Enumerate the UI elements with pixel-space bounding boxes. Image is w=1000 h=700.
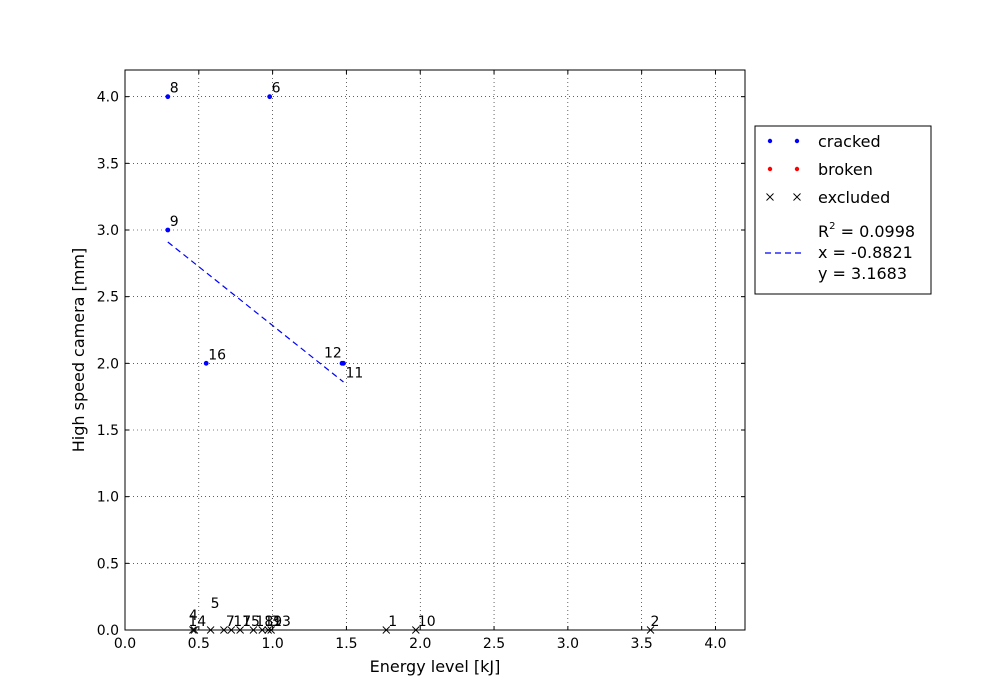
point-label: 11	[345, 365, 363, 381]
y-tick-label: 0.5	[97, 556, 119, 572]
point-label: 1	[388, 614, 397, 630]
point-label: 12	[324, 345, 342, 361]
legend-excluded-marker	[793, 193, 801, 201]
legend-fit-x: x = -0.8821	[818, 243, 913, 262]
y-tick-label: 3.0	[97, 223, 119, 239]
legend-excluded-label: excluded	[818, 188, 890, 207]
y-tick-label: 3.5	[97, 156, 119, 172]
fit-line-group	[167, 241, 344, 383]
x-tick-label: 0.5	[188, 636, 210, 652]
point-label: 19	[264, 614, 282, 630]
x-tick-label: 3.5	[631, 636, 653, 652]
point-label: 3	[270, 614, 279, 630]
y-tick-label: 2.0	[97, 356, 119, 372]
cracked-point	[203, 360, 209, 366]
legend: cracked broken excluded R2 = 0.0998 x = …	[754, 125, 932, 295]
legend-cracked-marker	[794, 138, 800, 144]
y-tick-label: 1.5	[97, 423, 119, 439]
y-axis-label: High speed camera [mm]	[69, 248, 88, 452]
x-tick-labels: 0.0 0.5 1.0 1.5 2.0 2.5 3.0 3.5 4.0	[114, 636, 727, 652]
plot-frame	[124, 69, 746, 631]
x-tick-label: 0.0	[114, 636, 136, 652]
point-label: 14	[188, 614, 206, 630]
y-tick-label: 1.0	[97, 490, 119, 506]
legend-broken-label: broken	[818, 160, 873, 179]
legend-broken-marker	[767, 166, 773, 172]
x-axis-label: Energy level [kJ]	[370, 657, 501, 676]
legend-broken-marker	[794, 166, 800, 172]
fit-line	[167, 241, 344, 383]
axis-ticks	[124, 70, 745, 631]
point-label: 6	[272, 81, 281, 97]
y-tick-label: 2.5	[97, 290, 119, 306]
point-label: 13	[273, 614, 291, 630]
x-tick-label: 2.0	[409, 636, 431, 652]
legend-excluded-marker	[766, 193, 774, 201]
legend-cracked-label: cracked	[818, 132, 881, 151]
x-tick-label: 1.0	[261, 636, 283, 652]
y-tick-labels: 0.0 0.5 1.0 1.5 2.0 2.5 3.0 3.5 4.0	[97, 90, 119, 639]
point-label: 4	[189, 608, 198, 624]
x-tick-label: 1.5	[335, 636, 357, 652]
cracked-point	[165, 227, 171, 233]
legend-fit-r2: R2 = 0.0998	[818, 221, 915, 241]
x-tick-label: 4.0	[704, 636, 726, 652]
point-label: 8	[170, 81, 179, 97]
point-label: 7	[226, 614, 235, 630]
cracked-point	[341, 360, 346, 366]
y-tick-label: 0.0	[97, 623, 119, 639]
point-label: 10	[418, 614, 436, 630]
cracked-point	[267, 94, 273, 100]
point-label: 16	[208, 347, 226, 363]
x-tick-label: 2.5	[483, 636, 505, 652]
point-label: 2	[651, 614, 660, 630]
x-tick-label: 3.0	[557, 636, 579, 652]
point-label: 9	[170, 214, 179, 230]
point-label: 15	[242, 614, 260, 630]
point-label: 18	[255, 614, 273, 630]
y-tick-label: 4.0	[97, 90, 119, 106]
legend-box	[754, 125, 932, 295]
point-label: 17	[233, 614, 251, 630]
legend-cracked-marker	[767, 138, 773, 144]
legend-fit-y: y = 3.1683	[818, 264, 907, 283]
point-label: 5	[211, 596, 220, 612]
cracked-point	[165, 94, 171, 100]
